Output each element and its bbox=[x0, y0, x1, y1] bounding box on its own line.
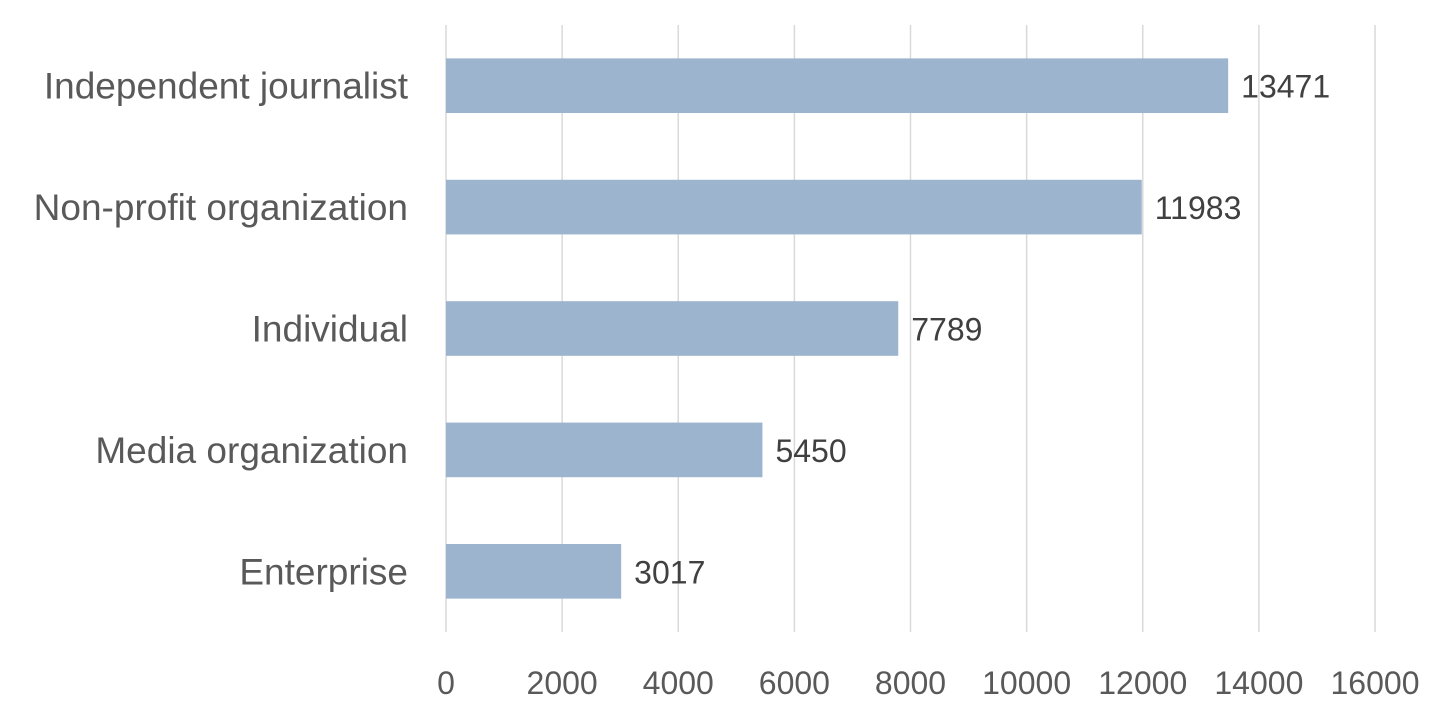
data-label: 13471 bbox=[1241, 69, 1330, 105]
data-label: 7789 bbox=[911, 312, 982, 348]
bar bbox=[446, 301, 899, 356]
gridlines bbox=[445, 25, 1376, 632]
category-label: Media organization bbox=[95, 430, 408, 471]
x-tick-label: 10000 bbox=[982, 665, 1071, 701]
category-label: Enterprise bbox=[239, 551, 408, 592]
x-tick-label: 0 bbox=[437, 665, 455, 701]
bar bbox=[446, 58, 1229, 114]
x-tick-label: 2000 bbox=[527, 665, 598, 701]
category-labels: Independent journalist Non-profit organiz… bbox=[34, 66, 409, 593]
category-label: Non-profit organization bbox=[34, 187, 408, 228]
data-label: 3017 bbox=[634, 554, 705, 590]
data-label: 11983 bbox=[1155, 190, 1242, 226]
bar bbox=[446, 179, 1142, 235]
data-label: 5450 bbox=[775, 433, 846, 469]
category-label: Independent journalist bbox=[44, 66, 409, 107]
x-tick-label: 8000 bbox=[875, 665, 946, 701]
x-tick-label: 14000 bbox=[1214, 665, 1303, 701]
x-tick-label: 12000 bbox=[1098, 665, 1187, 701]
x-tick-label: 16000 bbox=[1331, 665, 1420, 701]
bars bbox=[446, 58, 1229, 599]
category-label: Individual bbox=[252, 309, 408, 350]
data-labels: 13471 11983 7789 5450 3017 bbox=[634, 69, 1330, 591]
bar bbox=[446, 543, 622, 599]
bar bbox=[446, 422, 763, 478]
x-tick-label: 6000 bbox=[759, 665, 830, 701]
x-tick-label: 4000 bbox=[643, 665, 714, 701]
x-axis-tick-labels: 0 2000 4000 6000 8000 10000 12000 14000 16000 bbox=[437, 665, 1419, 701]
